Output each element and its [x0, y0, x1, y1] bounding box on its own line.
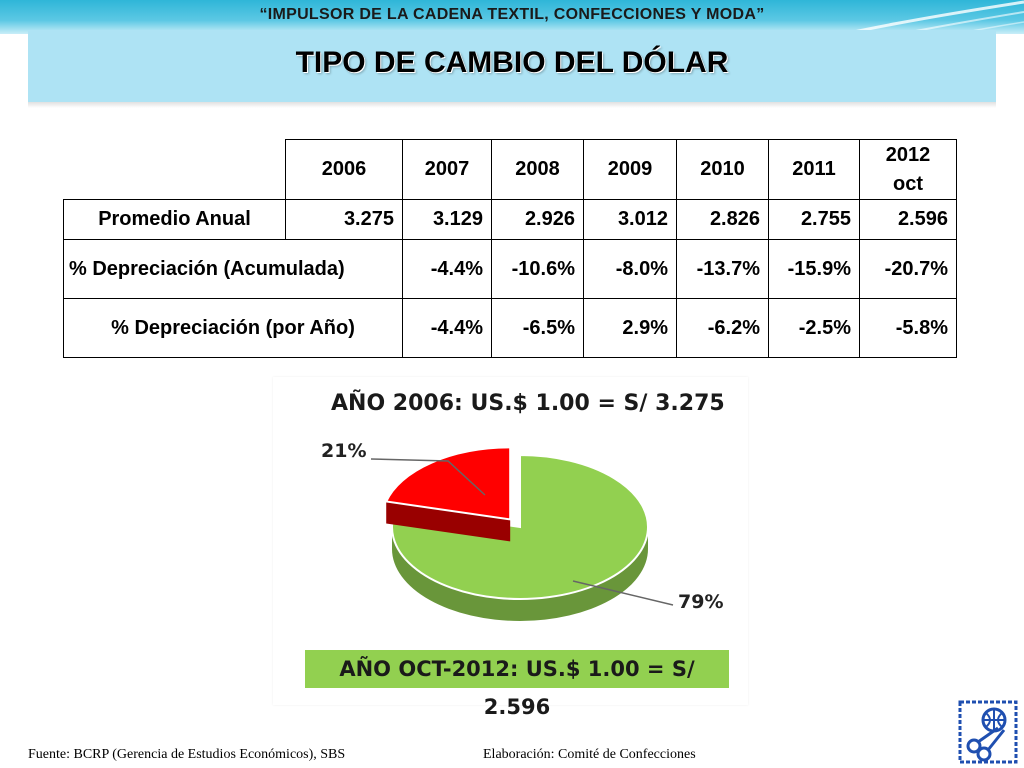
year-header: 2007 — [402, 139, 492, 200]
exchange-rate-table: 2006 2007 2008 2009 2010 2011 2012 oct P… — [63, 139, 957, 358]
table-row-promedio: Promedio Anual 3.275 3.129 2.926 3.012 2… — [63, 199, 957, 240]
table-cell: -10.6% — [491, 239, 584, 299]
row-label: % Depreciación (por Año) — [63, 298, 403, 358]
table-cell: 2.826 — [676, 199, 769, 240]
pie-slice-side — [386, 501, 511, 542]
table-cell: -6.2% — [676, 298, 769, 358]
year-header: 2009 — [583, 139, 677, 200]
table-cell: -4.4% — [402, 239, 492, 299]
year-header: 2008 — [491, 139, 584, 200]
leader-line-large — [572, 580, 674, 606]
top-band — [0, 0, 1024, 34]
credit-note: Elaboración: Comité de Confecciones — [483, 747, 696, 762]
table-cell: 2.755 — [768, 199, 860, 240]
page-title: TIPO DE CAMBIO DEL DÓLAR — [295, 46, 729, 79]
year-header-2012-line2: oct — [893, 172, 923, 195]
table-cell: -20.7% — [859, 239, 957, 299]
pie-chart-card: AÑO 2006: US.$ 1.00 = S/ 3.275 21% 79% A… — [273, 377, 748, 719]
table-cell: -2.5% — [768, 298, 860, 358]
source-note: Fuente: BCRP (Gerencia de Estudios Econó… — [28, 747, 346, 762]
table-cell: -6.5% — [491, 298, 584, 358]
table-cell: 2.926 — [491, 199, 584, 240]
year-header: 2010 — [676, 139, 769, 200]
table-header-row: 2006 2007 2008 2009 2010 2011 2012 oct — [63, 139, 957, 200]
pie-slice — [384, 446, 512, 521]
table-cell: -15.9% — [768, 239, 860, 299]
row-label: Promedio Anual — [63, 199, 286, 240]
table-cell: 3.275 — [285, 199, 403, 240]
table-cell: -13.7% — [676, 239, 769, 299]
chart-footer-badge: AÑO OCT-2012: US.$ 1.00 = S/ 2.596 — [305, 650, 729, 719]
table-cell: 2.9% — [583, 298, 677, 358]
table-cell: 3.012 — [583, 199, 677, 240]
table-row-por-anio: % Depreciación (por Año) -4.4% -6.5% 2.9… — [63, 298, 957, 358]
data-label-large-slice: 79% — [678, 591, 724, 613]
pie-chart — [370, 446, 674, 621]
leader-line-small — [370, 458, 486, 496]
table-cell: -8.0% — [583, 239, 677, 299]
pie-slice-side — [392, 527, 648, 621]
table-cell: 3.129 — [402, 199, 492, 240]
year-header-2012: 2012 oct — [859, 139, 957, 200]
table-cell: -4.4% — [402, 298, 492, 358]
row-label: % Depreciación (Acumulada) — [63, 239, 403, 299]
year-header: 2006 — [285, 139, 403, 200]
data-label-small-slice: 21% — [321, 440, 367, 462]
year-header-2012-line1: 2012 — [885, 143, 931, 166]
table-cell: -5.8% — [859, 298, 957, 358]
title-box: TIPO DE CAMBIO DEL DÓLAR — [28, 30, 996, 108]
year-header: 2011 — [768, 139, 860, 200]
empty-corner-cell — [63, 139, 286, 200]
program-title: “IMPULSOR DE LA CADENA TEXTIL, CONFECCIO… — [259, 6, 765, 23]
chart-title: AÑO 2006: US.$ 1.00 = S/ 3.275 — [331, 391, 725, 416]
table-row-acumulada: % Depreciación (Acumulada) -4.4% -10.6% … — [63, 239, 957, 299]
globe-scissors-logo — [958, 700, 1018, 764]
pie-slice — [391, 453, 649, 600]
table-cell: 2.596 — [859, 199, 957, 240]
